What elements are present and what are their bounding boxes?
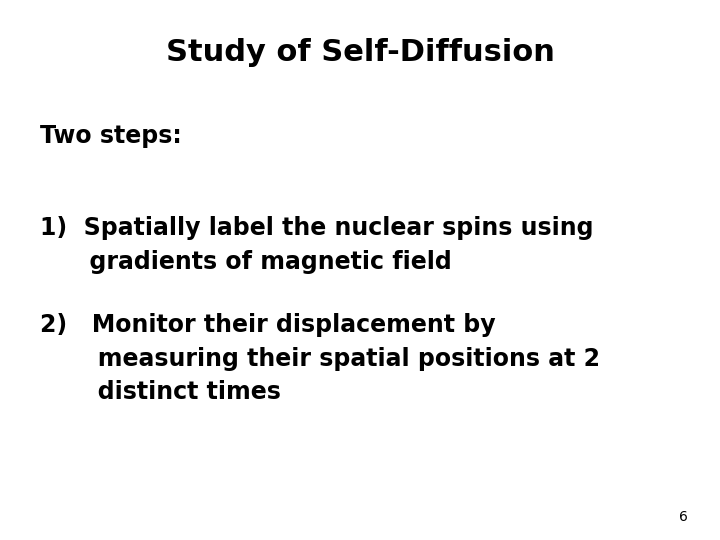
Text: 2)   Monitor their displacement by
       measuring their spatial positions at 2: 2) Monitor their displacement by measuri… (40, 313, 600, 404)
Text: 1)  Spatially label the nuclear spins using
      gradients of magnetic field: 1) Spatially label the nuclear spins usi… (40, 216, 593, 273)
Text: Study of Self-Diffusion: Study of Self-Diffusion (166, 38, 554, 67)
Text: 6: 6 (679, 510, 688, 524)
Text: Two steps:: Two steps: (40, 124, 181, 148)
